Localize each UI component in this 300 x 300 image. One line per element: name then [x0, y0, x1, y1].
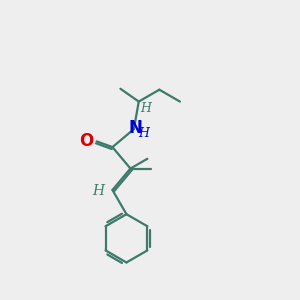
Text: H: H: [93, 184, 105, 198]
Text: H: H: [140, 102, 151, 115]
Text: N: N: [128, 119, 142, 137]
Text: O: O: [79, 132, 93, 150]
Text: H: H: [139, 127, 149, 140]
